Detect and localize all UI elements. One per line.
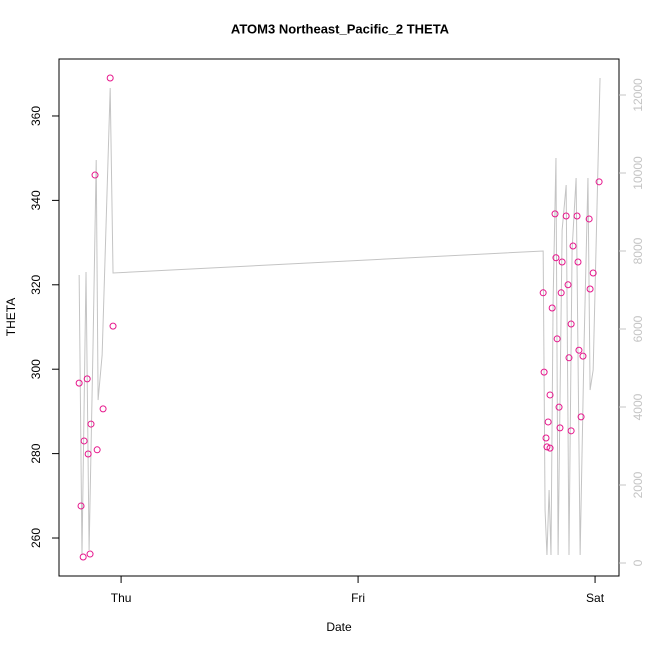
point (557, 289, 565, 297)
plot-box (58, 58, 620, 577)
y-tick-label: 320 (29, 274, 43, 294)
point (75, 379, 83, 387)
chart-title: ATOM3 Northeast_Pacific_2 THETA (231, 21, 450, 36)
point (87, 420, 95, 428)
y-axis-label: THETA (4, 298, 18, 336)
point (84, 450, 92, 458)
y2-tick-label: 0 (631, 559, 645, 566)
point (83, 375, 91, 383)
point (109, 322, 117, 330)
point (539, 289, 547, 297)
y2-tick-label: 6000 (631, 315, 645, 342)
point (574, 258, 582, 266)
x-tick-label: Fri (351, 591, 365, 605)
point (589, 269, 597, 277)
point (553, 335, 561, 343)
point (86, 550, 94, 558)
x-tick-label: Sat (586, 591, 605, 605)
y-tick-label: 260 (29, 528, 43, 548)
point (585, 215, 593, 223)
point (546, 391, 554, 399)
point (543, 443, 551, 451)
y-tick-label: 300 (29, 359, 43, 379)
point (565, 354, 573, 362)
point (562, 212, 570, 220)
point (79, 553, 87, 561)
y2-tick-label: 8000 (631, 237, 645, 264)
y-tick-label: 360 (29, 106, 43, 126)
y-tick-label: 280 (29, 443, 43, 463)
point (546, 444, 554, 452)
point (569, 242, 577, 250)
point (540, 368, 548, 376)
point (91, 171, 99, 179)
point (586, 285, 594, 293)
y2-tick-label: 4000 (631, 393, 645, 420)
point (552, 254, 560, 262)
y2-tick-label: 12000 (631, 78, 645, 112)
line (78, 77, 601, 556)
point (558, 258, 566, 266)
point (551, 210, 559, 218)
point (573, 212, 581, 220)
point (577, 413, 585, 421)
y2-tick-label: 10000 (631, 156, 645, 190)
point (106, 74, 114, 82)
point (548, 304, 556, 312)
point (567, 320, 575, 328)
point (556, 424, 564, 432)
point (544, 418, 552, 426)
point (579, 352, 587, 360)
x-tick-label: Thu (111, 591, 132, 605)
point (93, 446, 101, 454)
y-tick-label: 340 (29, 190, 43, 210)
point (542, 434, 550, 442)
x-axis-label: Date (326, 620, 352, 634)
point (77, 502, 85, 510)
point (80, 437, 88, 445)
point (575, 346, 583, 354)
y2-tick-label: 2000 (631, 471, 645, 498)
point (99, 405, 107, 413)
point (564, 281, 572, 289)
point (595, 178, 603, 186)
point (567, 427, 575, 435)
point (555, 403, 563, 411)
